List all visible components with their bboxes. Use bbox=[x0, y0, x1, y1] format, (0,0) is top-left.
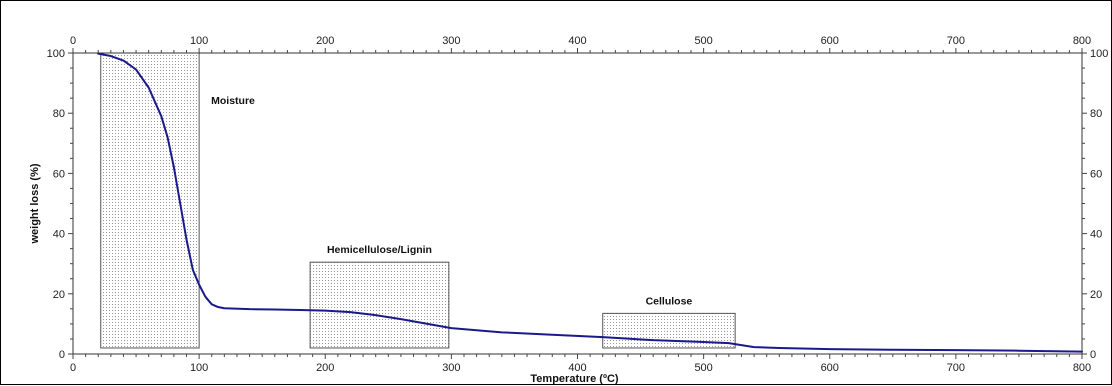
x-tick-label-bottom: 700 bbox=[947, 362, 965, 374]
region-label-1: Hemicellulose/Lignin bbox=[327, 244, 432, 256]
x-tick-label-top: 600 bbox=[821, 35, 839, 47]
region-label-0: Moisture bbox=[211, 95, 255, 107]
region-box-0 bbox=[100, 52, 200, 349]
x-tick-label-top: 700 bbox=[947, 35, 965, 47]
x-tick-label-bottom: 100 bbox=[190, 362, 208, 374]
x-tick-label-bottom: 500 bbox=[694, 362, 712, 374]
x-tick-label-top: 100 bbox=[190, 35, 208, 47]
y-tick-label-left: 80 bbox=[53, 108, 65, 120]
x-tick-label-top: 200 bbox=[316, 35, 334, 47]
y-axis-title: weight loss (%) bbox=[29, 163, 41, 244]
x-tick-label-bottom: 300 bbox=[442, 362, 460, 374]
y-tick-label-left: 100 bbox=[47, 48, 65, 60]
y-tick-label-left: 40 bbox=[53, 229, 65, 241]
region-label-2: Cellulose bbox=[646, 295, 693, 307]
x-tick-label-bottom: 600 bbox=[821, 362, 839, 374]
series-line-0 bbox=[97, 52, 1083, 353]
y-tick-label-right: 0 bbox=[1090, 349, 1096, 361]
region-box-1 bbox=[309, 261, 450, 349]
x-tick-label-bottom: 200 bbox=[316, 362, 334, 374]
x-tick-label-top: 800 bbox=[1073, 35, 1091, 47]
y-tick-label-left: 20 bbox=[53, 289, 65, 301]
x-tick-label-bottom: 0 bbox=[70, 362, 76, 374]
x-tick-label-bottom: 400 bbox=[568, 362, 586, 374]
x-axis-title: Temperature (ºC) bbox=[530, 373, 618, 385]
y-tick-label-left: 60 bbox=[53, 168, 65, 180]
x-tick-label-top: 300 bbox=[442, 35, 460, 47]
x-tick-label-bottom: 800 bbox=[1073, 362, 1091, 374]
y-tick-label-right: 60 bbox=[1090, 168, 1102, 180]
x-tick-label-top: 400 bbox=[568, 35, 586, 47]
y-tick-label-left: 0 bbox=[59, 349, 65, 361]
x-tick-label-top: 0 bbox=[70, 35, 76, 47]
y-tick-label-right: 80 bbox=[1090, 108, 1102, 120]
y-tick-label-right: 20 bbox=[1090, 289, 1102, 301]
y-tick-label-right: 100 bbox=[1090, 48, 1108, 60]
y-tick-label-right: 40 bbox=[1090, 229, 1102, 241]
x-tick-label-top: 500 bbox=[694, 35, 712, 47]
